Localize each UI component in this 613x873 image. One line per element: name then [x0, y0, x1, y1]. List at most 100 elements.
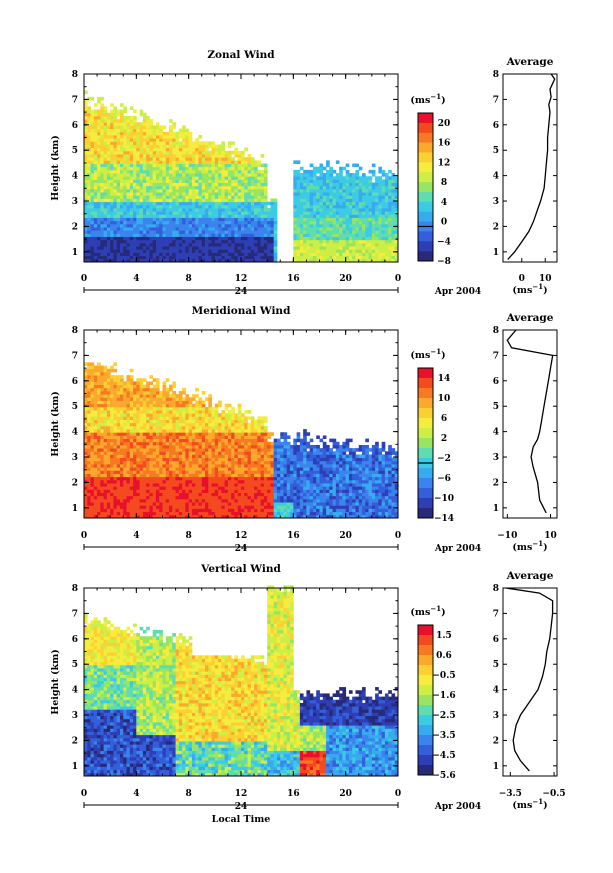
heatmap-cell	[162, 192, 167, 196]
heatmap-cell	[195, 182, 199, 187]
heatmap-cell	[103, 505, 108, 509]
heatmap-cell	[136, 230, 141, 234]
heatmap-cell	[113, 134, 118, 139]
heatmap-cell	[175, 173, 180, 177]
heatmap-cell	[185, 495, 190, 500]
heatmap-cell	[355, 201, 360, 206]
heatmap-cell	[358, 188, 363, 193]
heatmap-cell	[214, 239, 219, 244]
heatmap-cell	[172, 214, 176, 218]
heatmap-cell	[205, 249, 209, 253]
heatmap-cell	[267, 246, 271, 250]
heatmap-cell	[97, 397, 101, 401]
heatmap-cell	[175, 397, 180, 401]
heatmap-cell	[129, 498, 134, 503]
heatmap-cell	[188, 150, 193, 155]
heatmap-cell	[93, 403, 98, 408]
heatmap-cell	[106, 492, 111, 497]
heatmap-cell	[273, 242, 278, 247]
heatmap-cell	[84, 362, 88, 366]
heatmap-cell	[90, 429, 95, 433]
heatmap-cell	[237, 249, 242, 253]
heatmap-cell	[185, 185, 190, 190]
heatmap-cell	[205, 255, 209, 260]
heatmap-cell	[234, 147, 239, 152]
heatmap-cell	[263, 214, 268, 218]
heatmap-cell	[149, 505, 154, 509]
heatmap-cell	[191, 419, 196, 424]
heatmap-cell	[182, 157, 186, 161]
heatmap-cell	[165, 182, 170, 187]
heatmap-cell	[391, 242, 396, 247]
heatmap-cell	[103, 514, 108, 519]
heatmap-cell	[332, 252, 337, 257]
heatmap-cell	[97, 406, 101, 411]
heatmap-cell	[381, 195, 386, 199]
heatmap-cell	[224, 239, 229, 244]
heatmap-cell	[237, 211, 242, 215]
heatmap-cell	[198, 188, 203, 193]
heatmap-cell	[129, 163, 134, 168]
heatmap-cell	[182, 163, 186, 168]
heatmap-cell	[155, 125, 160, 130]
heatmap-cell	[365, 201, 369, 206]
heatmap-cell	[384, 182, 389, 187]
heatmap-cell	[388, 239, 392, 244]
heatmap-cell	[152, 470, 157, 474]
heatmap-cell	[162, 410, 167, 414]
heatmap-cell	[241, 166, 245, 171]
heatmap-cell	[84, 397, 88, 401]
heatmap-cell	[273, 227, 278, 231]
heatmap-cell	[155, 195, 160, 199]
heatmap-cell	[84, 242, 88, 247]
heatmap-cell	[345, 214, 350, 218]
heatmap-cell	[133, 498, 137, 503]
heatmap-cell	[155, 403, 160, 408]
heatmap-cell	[106, 419, 111, 424]
heatmap-cell	[306, 195, 311, 199]
heatmap-cell	[84, 413, 88, 417]
heatmap-cell	[322, 255, 327, 260]
heatmap-cell	[250, 211, 255, 215]
heatmap-cell	[142, 176, 147, 180]
heatmap-cell	[205, 233, 209, 237]
heatmap-cell	[133, 514, 137, 519]
heatmap-cell	[126, 211, 131, 215]
heatmap-cell	[345, 211, 350, 215]
heatmap-cell	[378, 166, 383, 171]
heatmap-cell	[208, 141, 212, 145]
heatmap-cell	[384, 188, 389, 193]
heatmap-cell	[119, 103, 124, 107]
heatmap-cell	[136, 141, 141, 145]
heatmap-cell	[388, 192, 392, 196]
heatmap-cell	[123, 255, 127, 260]
heatmap-cell	[106, 451, 111, 455]
heatmap-cell	[371, 255, 376, 260]
heatmap-cell	[221, 179, 226, 184]
heatmap-cell	[195, 211, 199, 215]
heatmap-cell	[316, 252, 320, 257]
heatmap-cell	[146, 125, 150, 130]
heatmap-cell	[142, 432, 147, 436]
heatmap-cell	[169, 394, 173, 398]
heatmap-cell	[106, 378, 111, 382]
heatmap-cell	[149, 182, 154, 187]
heatmap-cell	[126, 429, 131, 433]
heatmap-cell	[296, 236, 301, 241]
heatmap-cell	[110, 403, 114, 408]
heatmap-cell	[123, 492, 127, 497]
heatmap-cell	[185, 419, 190, 424]
heatmap-cell	[362, 188, 366, 193]
heatmap-cell	[178, 473, 183, 478]
heatmap-cell	[142, 390, 147, 395]
heatmap-cell	[155, 419, 160, 424]
heatmap-cell	[339, 242, 343, 247]
heatmap-cell	[218, 166, 222, 171]
heatmap-cell	[139, 400, 144, 405]
heatmap-cell	[188, 176, 193, 180]
heatmap-cell	[201, 217, 206, 222]
heatmap-cell	[152, 138, 157, 142]
heatmap-cell	[214, 214, 219, 218]
heatmap-cell	[178, 163, 183, 168]
heatmap-cell	[123, 489, 127, 493]
